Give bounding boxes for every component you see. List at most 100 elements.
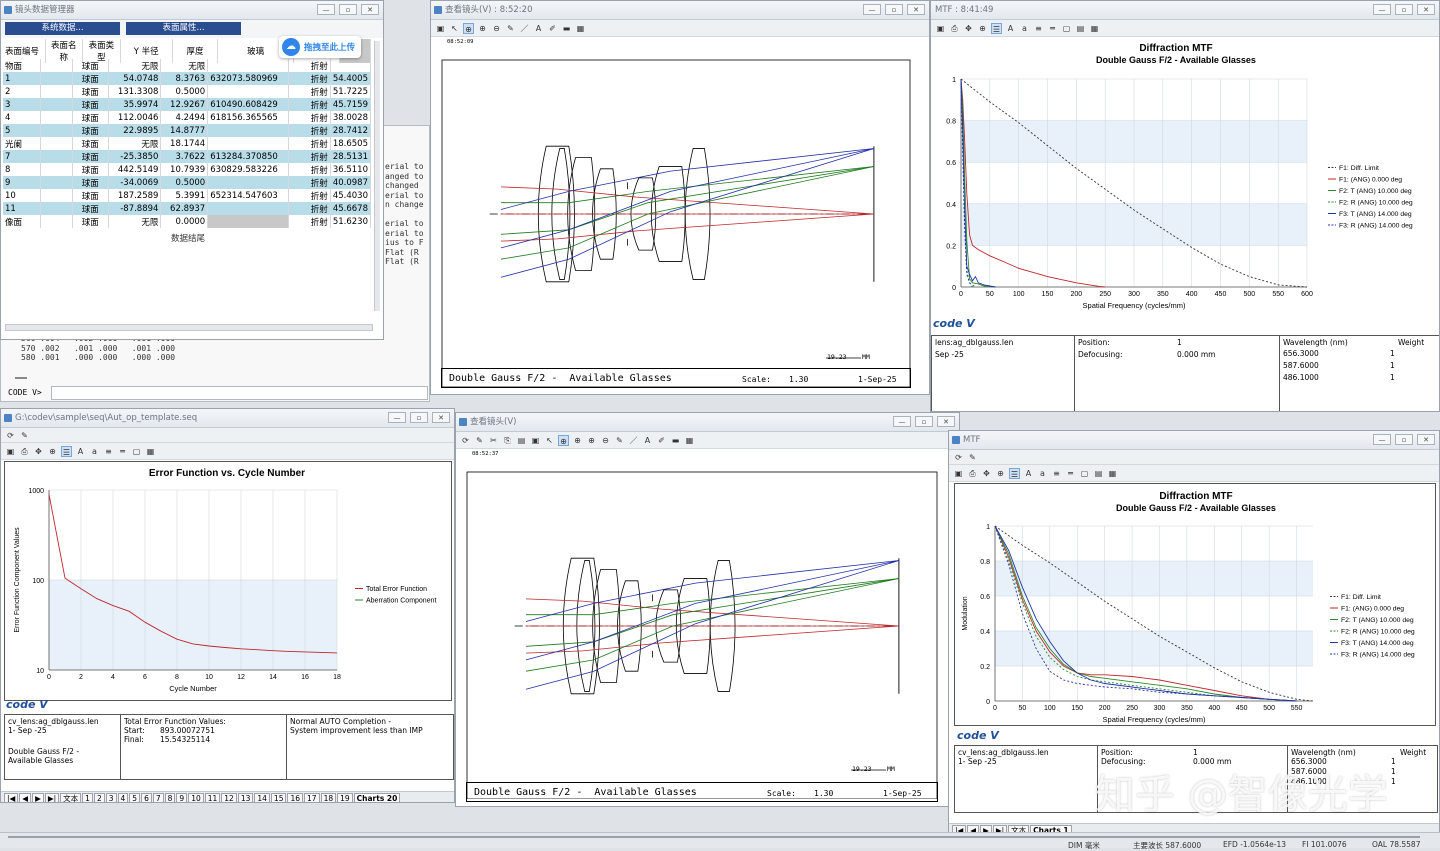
save-icon[interactable]: ▣ <box>6 446 15 456</box>
tab-18[interactable]: 18 <box>320 792 337 802</box>
cell-thickness[interactable]: 10.7939 <box>160 163 209 176</box>
minimize-button[interactable]: — <box>388 412 406 423</box>
tab-13[interactable]: 13 <box>237 792 254 802</box>
cell-thickness[interactable]: 14.8777 <box>160 124 209 137</box>
cell-y-radius[interactable]: -34.0069 <box>108 176 162 189</box>
zoom-box-icon[interactable]: ⊕ <box>558 434 569 446</box>
cell-refract[interactable]: 折射 <box>288 124 331 137</box>
tab-5[interactable]: 5 <box>129 792 141 802</box>
cell-glass[interactable]: 613284.370850 <box>207 150 289 163</box>
mtf-1-titlebar[interactable]: MTF : 8:41:49 — ▫ ✕ <box>931 1 1439 20</box>
tab-nav-next[interactable]: ▶ <box>980 824 992 834</box>
cell-thickness[interactable]: 62.8937 <box>160 202 209 215</box>
table-row[interactable]: 物面 球面 无限 无限 折射 <box>3 59 372 72</box>
table-row[interactable]: 像面 球面 无限 0.0000 折射 51.6230 <box>3 215 372 228</box>
tab-nav-prev[interactable]: ◀ <box>967 824 980 834</box>
pointer-icon[interactable]: ↖ <box>451 23 458 33</box>
zoom-box-icon[interactable]: ⊕ <box>463 22 474 34</box>
font-larger-icon[interactable]: A <box>77 446 84 456</box>
cell-y-radius[interactable]: 112.0046 <box>108 111 162 124</box>
table-row[interactable]: 1 球面 54.0748 8.3763 632073.580969 折射 54.4005 <box>3 72 372 85</box>
lines-icon[interactable]: ≡ <box>1035 23 1042 33</box>
save-icon[interactable]: ▣ <box>954 468 963 478</box>
command-input[interactable] <box>51 386 428 400</box>
tab-nav-next[interactable]: ▶ <box>32 792 44 802</box>
tab-17[interactable]: 17 <box>304 792 320 802</box>
cell-surface-no[interactable]: 像面 <box>3 215 41 228</box>
cell-surface-type[interactable]: 球面 <box>72 85 109 98</box>
cell-surface-type[interactable]: 球面 <box>72 59 109 72</box>
cell-refract[interactable]: 折射 <box>288 202 331 215</box>
cell-y-radius[interactable]: 22.9895 <box>108 124 162 137</box>
cell-semi-aperture[interactable]: 51.6230 <box>330 215 372 228</box>
cell-thickness[interactable]: 0.0000 <box>160 215 209 228</box>
cell-semi-aperture[interactable]: 45.4030 <box>330 189 372 202</box>
tab-nav-last[interactable]: ▶| <box>992 824 1008 834</box>
cell-glass[interactable] <box>207 202 289 215</box>
cell-surface-name[interactable] <box>40 137 73 150</box>
close-button[interactable]: ✕ <box>1417 434 1435 445</box>
save-icon[interactable]: ▣ <box>531 435 540 445</box>
cell-y-radius[interactable]: 131.3308 <box>108 85 162 98</box>
table-row[interactable]: 4 球面 112.0046 4.2494 618156.365565 折射 38.0028 <box>3 111 372 124</box>
zoom-in-icon[interactable]: ⊕ <box>588 435 595 445</box>
cell-surface-type[interactable]: 球面 <box>72 215 109 228</box>
cut-icon[interactable]: ✂ <box>490 435 497 445</box>
close-button[interactable]: ✕ <box>1417 4 1435 15</box>
lens-manager-titlebar[interactable]: 镜头数据管理器 — ▫ ✕ <box>1 1 383 20</box>
tab-20[interactable]: Charts 20 <box>353 792 401 802</box>
cell-y-radius[interactable]: -87.8894 <box>108 202 162 215</box>
surface-properties-tab[interactable]: 表面属性... <box>126 22 241 35</box>
table-row[interactable]: 9 球面 -34.0069 0.5000 折射 40.0987 <box>3 176 372 189</box>
minimize-button[interactable]: — <box>1373 4 1391 15</box>
options-icon[interactable]: ✎ <box>476 435 483 445</box>
cell-surface-type[interactable]: 球面 <box>72 150 109 163</box>
maximize-button[interactable]: ▫ <box>339 4 357 15</box>
lines-alt-icon[interactable]: ═ <box>1050 23 1055 33</box>
cell-thickness[interactable]: 0.5000 <box>160 85 209 98</box>
cell-surface-no[interactable]: 5 <box>3 124 41 137</box>
zoom-out-icon[interactable]: ⊖ <box>493 23 500 33</box>
lines-alt-icon[interactable]: ═ <box>120 446 125 456</box>
cell-surface-name[interactable] <box>40 215 73 228</box>
close-button[interactable]: ✕ <box>907 4 925 15</box>
tab-nav-first[interactable]: |◀ <box>4 792 19 802</box>
cell-y-radius[interactable]: 442.5149 <box>108 163 162 176</box>
save-icon[interactable]: ▣ <box>936 23 945 33</box>
print-icon[interactable]: ⎙ <box>969 468 976 478</box>
cell-y-radius[interactable]: 无限 <box>108 59 162 72</box>
font-larger-icon[interactable]: A <box>1007 23 1014 33</box>
paste-icon[interactable]: ▤ <box>517 435 526 445</box>
font-larger-icon[interactable]: A <box>1025 468 1032 478</box>
table-row[interactable]: 光阑 球面 无限 18.1744 折射 18.6505 <box>3 137 372 150</box>
cell-semi-aperture[interactable]: 51.7225 <box>330 85 372 98</box>
cell-surface-name[interactable] <box>40 72 73 85</box>
cell-refract[interactable]: 折射 <box>288 189 331 202</box>
lines-icon[interactable]: ≡ <box>105 446 112 456</box>
cell-glass[interactable] <box>207 59 289 72</box>
tab-1[interactable]: 1 <box>82 792 93 802</box>
export-icon[interactable]: ▤ <box>1094 468 1103 478</box>
cell-thickness[interactable]: 3.7622 <box>160 150 209 163</box>
tab-15[interactable]: 15 <box>270 792 287 802</box>
print-icon[interactable]: ⎙ <box>21 446 28 456</box>
cell-glass[interactable]: 610490.608429 <box>207 98 289 111</box>
tab-text[interactable]: 文本 <box>1008 824 1030 834</box>
table-row[interactable]: 3 球面 35.9974 12.9267 610490.608429 折射 45.7159 <box>3 98 372 111</box>
table-icon[interactable]: ▦ <box>146 446 155 456</box>
line-icon[interactable]: ／ <box>629 435 638 445</box>
cell-surface-no[interactable]: 4 <box>3 111 41 124</box>
system-data-tab[interactable]: 系统数据... <box>5 22 120 35</box>
pin-icon[interactable]: ✎ <box>616 435 623 445</box>
table-row[interactable]: 7 球面 -25.3850 3.7622 613284.370850 折射 28.5131 <box>3 150 372 163</box>
zoom-out-icon[interactable]: ⊖ <box>602 435 609 445</box>
cell-refract[interactable]: 折射 <box>288 137 331 150</box>
cell-semi-aperture[interactable]: 36.5110 <box>330 163 372 176</box>
cell-surface-type[interactable]: 球面 <box>72 111 109 124</box>
close-button[interactable]: ✕ <box>937 416 955 427</box>
cell-thickness[interactable]: 0.5000 <box>160 176 209 189</box>
minimize-button[interactable]: — <box>1373 434 1391 445</box>
list-icon[interactable]: ☰ <box>991 22 1002 34</box>
lines-icon[interactable]: ≡ <box>1053 468 1060 478</box>
options-icon[interactable]: ✎ <box>969 452 976 462</box>
